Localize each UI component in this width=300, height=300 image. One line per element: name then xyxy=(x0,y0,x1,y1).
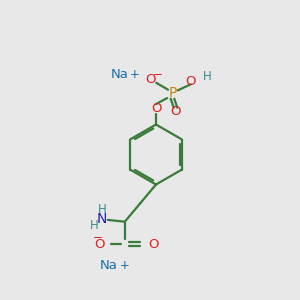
Text: N: N xyxy=(97,212,107,226)
Text: Na: Na xyxy=(99,259,117,272)
Text: H: H xyxy=(202,70,211,83)
Text: Na: Na xyxy=(111,68,129,81)
Text: +: + xyxy=(130,68,140,81)
Text: O: O xyxy=(170,105,181,119)
Text: O: O xyxy=(148,238,158,251)
Text: O: O xyxy=(94,238,105,251)
Text: O: O xyxy=(146,73,156,86)
Text: H: H xyxy=(89,219,98,232)
Text: O: O xyxy=(185,75,196,88)
Text: H: H xyxy=(98,203,107,216)
Text: −: − xyxy=(93,231,103,244)
Text: −: − xyxy=(153,68,162,81)
Text: P: P xyxy=(168,86,177,100)
Text: +: + xyxy=(119,259,129,272)
Text: O: O xyxy=(151,102,161,116)
